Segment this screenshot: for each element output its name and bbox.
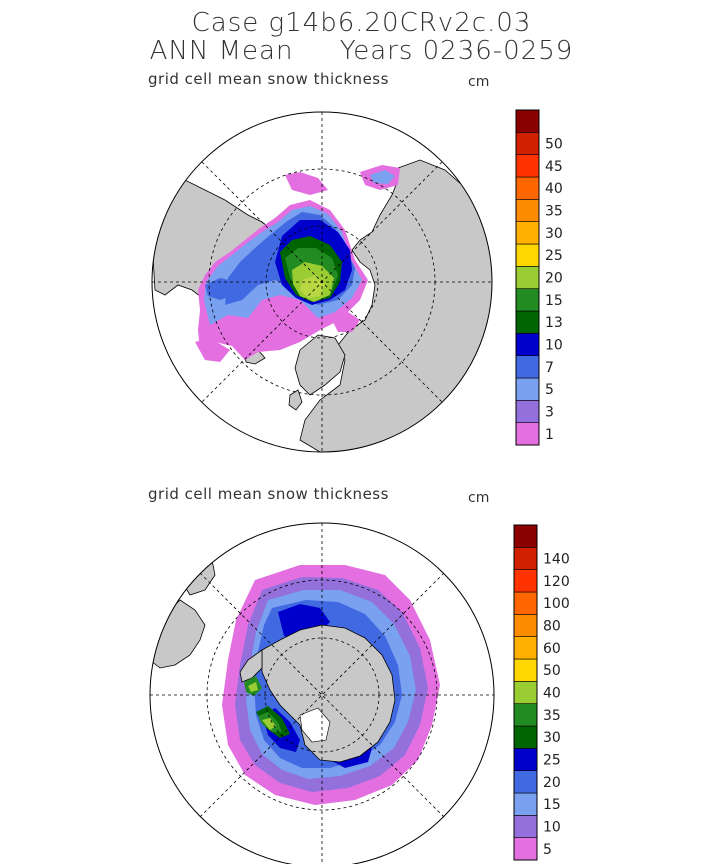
south-colorbar-swatch-6 — [513, 703, 538, 727]
south-colorbar: 5 10 15 20 25 30 35 40 50 60 80 100 120 140 — [513, 524, 570, 861]
north-colorbar-swatch-11 — [515, 176, 540, 200]
north-colorbar-label: 40 — [545, 181, 563, 197]
north-colorbar-swatch-12 — [515, 154, 540, 178]
south-colorbar-label: 40 — [543, 686, 561, 702]
north-land-uk — [288, 389, 303, 411]
south-panel-subtitle: grid cell mean snow thickness — [148, 485, 389, 503]
south-colorbar-swatch-13 — [513, 547, 538, 570]
north-colorbar-label: 5 — [545, 382, 554, 398]
north-colorbar-label: 10 — [545, 338, 563, 354]
south-colorbar-label: 100 — [543, 596, 570, 612]
south-colorbar-swatch-11 — [513, 591, 538, 615]
figure-title-line2: ANN Mean Years 0236-0259 — [149, 36, 574, 66]
south-colorbar-label: 35 — [543, 708, 561, 724]
north-colorbar-label: 13 — [545, 315, 563, 331]
south-colorbar-swatch-2 — [513, 792, 538, 816]
south-colorbar-swatch-14 — [513, 524, 538, 548]
north-colorbar-label: 3 — [545, 405, 554, 421]
north-colorbar-label: 35 — [545, 204, 563, 220]
north-snow-labrador — [195, 338, 230, 362]
south-colorbar-label: 20 — [543, 775, 561, 791]
north-colorbar-swatch-14 — [515, 109, 540, 133]
north-colorbar-label: 20 — [545, 271, 563, 287]
north-polar-map — [151, 111, 493, 453]
north-colorbar-label: 1 — [545, 427, 554, 443]
north-colorbar-swatch-0 — [515, 422, 540, 446]
south-polar-map — [149, 522, 495, 864]
north-colorbar-swatch-1 — [515, 400, 540, 423]
north-colorbar-frame — [515, 109, 540, 446]
north-colorbar-label: 15 — [545, 293, 563, 309]
north-colorbar-swatch-5 — [515, 310, 540, 334]
south-colorbar-label: 120 — [543, 574, 570, 590]
north-colorbar-label: 45 — [545, 159, 563, 175]
figure-title-line1: Case g14b6.20CRv2c.03 — [191, 8, 532, 38]
north-land-europe — [294, 334, 346, 396]
north-colorbar-swatch-8 — [515, 243, 540, 267]
north-colorbar-swatch-13 — [515, 132, 540, 155]
north-colorbar-swatch-7 — [515, 266, 540, 289]
south-map-border — [149, 522, 495, 864]
north-map-border — [151, 111, 493, 453]
north-graticule — [152, 112, 492, 452]
south-colorbar-swatch-9 — [513, 636, 538, 660]
north-colorbar-label: 30 — [545, 226, 563, 242]
south-land-antarctica — [261, 624, 396, 763]
south-colorbar-label: 30 — [543, 730, 561, 746]
south-colorbar-label: 50 — [543, 663, 561, 679]
south-ross-ice-shelf — [299, 707, 331, 743]
north-land-eurasia — [299, 159, 492, 452]
north-snow-hudson — [205, 278, 238, 300]
south-colorbar-label: 15 — [543, 797, 561, 813]
north-snow-okhotsk-inner — [370, 170, 395, 184]
north-colorbar-swatch-2 — [515, 377, 540, 401]
north-snow-bering — [285, 172, 328, 195]
south-colorbar-frame — [513, 524, 538, 861]
south-colorbar-swatch-1 — [513, 815, 538, 838]
south-graticule — [150, 523, 494, 864]
north-colorbar-swatch-9 — [515, 221, 540, 245]
south-colorbar-label: 5 — [543, 842, 552, 858]
south-colorbar-label: 60 — [543, 641, 561, 657]
north-panel-subtitle: grid cell mean snow thickness — [148, 70, 389, 88]
south-snow-peninsula-yellow — [248, 682, 258, 692]
south-colorbar-unit: cm — [468, 490, 490, 506]
north-colorbar-label: 50 — [545, 137, 563, 153]
north-colorbar-unit: cm — [468, 74, 490, 90]
south-colorbar-label: 10 — [543, 820, 561, 836]
north-colorbar-label: 7 — [545, 360, 554, 376]
north-colorbar-swatch-6 — [515, 288, 540, 312]
south-colorbar-swatch-7 — [513, 681, 538, 704]
south-colorbar-swatch-0 — [513, 837, 538, 861]
south-colorbar-swatch-3 — [513, 770, 538, 794]
south-colorbar-label: 80 — [543, 619, 561, 635]
south-snow-yellow-green — [262, 718, 276, 730]
north-colorbar-swatch-4 — [515, 333, 540, 356]
south-colorbar-swatch-4 — [513, 748, 538, 771]
north-colorbar-swatch-3 — [515, 355, 540, 379]
north-colorbar-label: 25 — [545, 248, 563, 264]
south-colorbar-swatch-12 — [513, 569, 538, 593]
north-snow-barents — [332, 312, 360, 332]
north-snow-yellow-green-2 — [300, 276, 325, 298]
south-colorbar-swatch-8 — [513, 658, 538, 682]
south-colorbar-swatch-5 — [513, 725, 538, 749]
south-colorbar-swatch-10 — [513, 614, 538, 637]
north-colorbar-swatch-10 — [515, 199, 540, 222]
south-colorbar-label: 25 — [543, 753, 561, 769]
south-colorbar-label: 140 — [543, 552, 570, 568]
south-land-antarctic-peninsula — [239, 649, 263, 683]
